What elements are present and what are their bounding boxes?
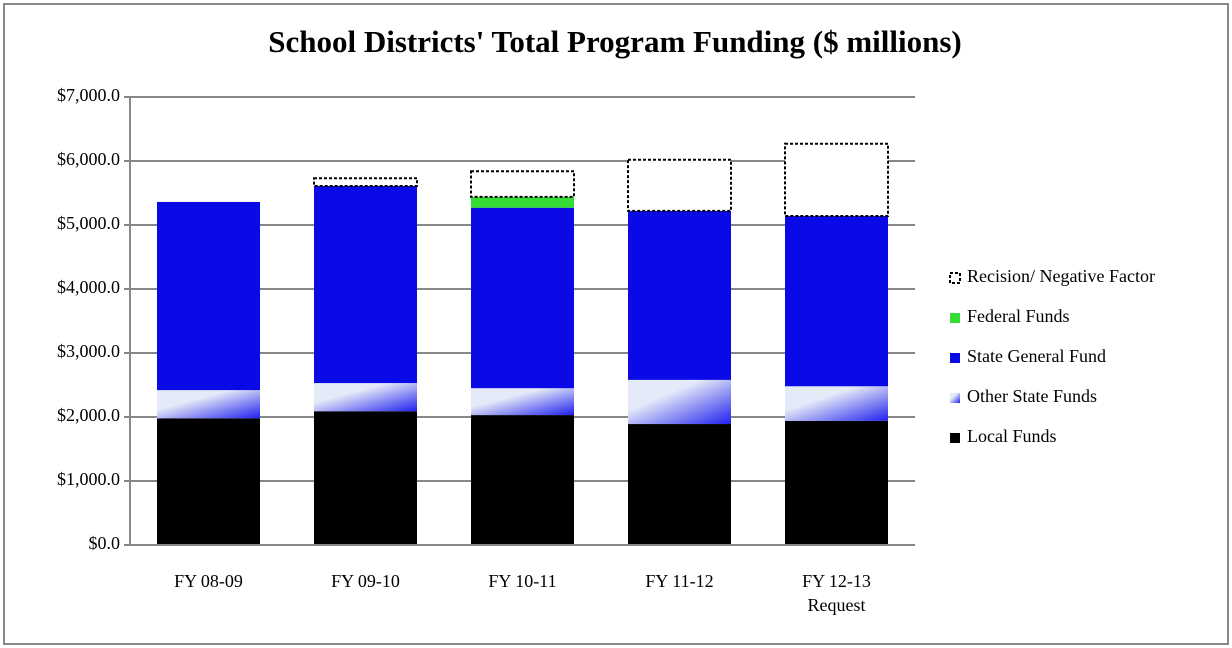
y-tick-label: $0.0 <box>89 533 121 553</box>
x-tick-label: FY 11-12 <box>645 571 713 591</box>
chart-title: School Districts' Total Program Funding … <box>268 24 962 59</box>
legend-swatch <box>949 272 961 284</box>
legend-label: State General Fund <box>967 346 1106 366</box>
bar-segment <box>157 390 260 419</box>
legend-label: Recision/ Negative Factor <box>967 266 1155 286</box>
legend-label: Federal Funds <box>967 306 1070 326</box>
bar-segment <box>470 170 575 198</box>
bar-segment <box>785 420 888 545</box>
y-tick-label: $3,000.0 <box>57 341 120 361</box>
bar-segment <box>471 207 574 389</box>
bar-segment <box>628 210 731 380</box>
bar-segment <box>785 216 888 387</box>
x-tick-label: FY 10-11 <box>488 571 556 591</box>
legend-swatch <box>950 393 960 403</box>
legend-swatch <box>950 433 960 443</box>
bar-segment <box>157 418 260 545</box>
legend-label: Other State Funds <box>967 386 1097 406</box>
legend-swatch <box>950 313 960 323</box>
bar-segment <box>628 379 731 425</box>
bar-segment <box>313 177 418 187</box>
bar-segment <box>471 415 574 545</box>
bar-segment <box>314 383 417 412</box>
legend-label: Local Funds <box>967 426 1057 446</box>
bar-segment <box>471 388 574 416</box>
bar-segment <box>471 196 574 208</box>
y-tick-label: $1,000.0 <box>57 469 120 489</box>
x-tick-label: FY 12-13 Request <box>802 571 871 615</box>
y-tick-label: $4,000.0 <box>57 277 120 297</box>
x-tick-label: FY 08-09 <box>174 571 243 591</box>
y-tick-label: $5,000.0 <box>57 213 120 233</box>
legend-swatch <box>950 353 960 363</box>
x-tick-label: FY 09-10 <box>331 571 400 591</box>
y-tick-label: $2,000.0 <box>57 405 120 425</box>
y-tick-label: $7,000.0 <box>57 85 120 105</box>
bar-segment <box>314 185 417 384</box>
bar-segment <box>314 411 417 545</box>
y-tick-label: $6,000.0 <box>57 149 120 169</box>
bar-segment <box>157 201 260 391</box>
bar-segment <box>627 158 732 212</box>
bar-segment <box>628 424 731 545</box>
bar-segment <box>785 386 888 421</box>
bar-segment <box>784 142 889 218</box>
